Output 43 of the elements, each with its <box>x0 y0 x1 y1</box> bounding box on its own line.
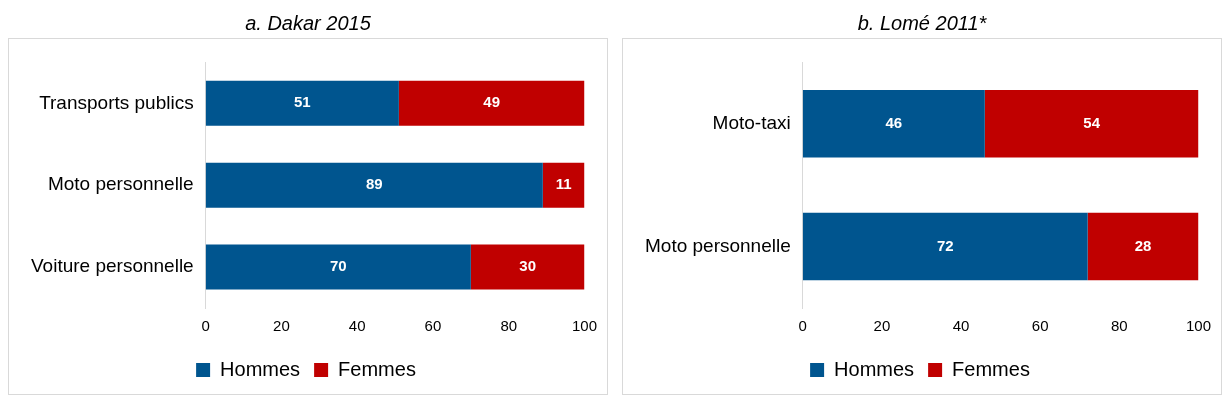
bar <box>984 90 1199 158</box>
x-tick-label: 100 <box>571 317 597 335</box>
x-tick-label: 20 <box>873 317 891 335</box>
chart-title: b. Lomé 2011* <box>857 11 987 36</box>
y-tick-label: Moto-taxi <box>712 112 791 134</box>
legend-label: Femmes <box>952 357 1030 380</box>
x-tick-label: 20 <box>273 317 290 335</box>
x-tick-label: 100 <box>1185 317 1211 335</box>
data-label: 89 <box>365 175 383 193</box>
data-label: 11 <box>555 175 572 193</box>
legend-label: Hommes <box>834 357 915 380</box>
data-label: 54 <box>1083 113 1101 131</box>
data-label: 70 <box>329 257 347 275</box>
y-tick-label: Transports publics <box>39 91 194 113</box>
legend-label: Hommes <box>220 357 301 380</box>
x-tick-label: 60 <box>424 317 442 335</box>
bar <box>1087 212 1199 281</box>
data-label: 28 <box>1134 236 1152 254</box>
chart-title: a. Dakar 2015 <box>245 11 371 36</box>
bar <box>802 90 985 158</box>
x-tick-label: 80 <box>1111 317 1128 335</box>
x-tick-label: 0 <box>798 317 807 335</box>
bar <box>205 162 543 208</box>
x-tick-label: 40 <box>952 317 970 335</box>
data-label: 49 <box>483 93 501 111</box>
y-tick-label: Moto personnelle <box>644 234 791 256</box>
x-tick-label: 0 <box>201 317 210 335</box>
bar <box>205 80 399 126</box>
bar <box>470 244 585 290</box>
x-tick-label: 40 <box>348 317 366 335</box>
x-tick-label: 80 <box>500 317 518 335</box>
y-tick-label: Moto personnelle <box>47 173 194 195</box>
bar <box>802 212 1088 281</box>
bar <box>398 80 585 126</box>
y-tick-label: Voiture personnelle <box>31 255 194 277</box>
data-label: 30 <box>519 257 537 275</box>
bar <box>205 244 471 290</box>
legend-label: Femmes <box>338 357 416 380</box>
data-label: 72 <box>936 236 954 254</box>
data-label: 51 <box>293 93 311 111</box>
x-tick-label: 60 <box>1031 317 1049 335</box>
bar <box>542 162 585 208</box>
data-label: 46 <box>885 113 903 131</box>
